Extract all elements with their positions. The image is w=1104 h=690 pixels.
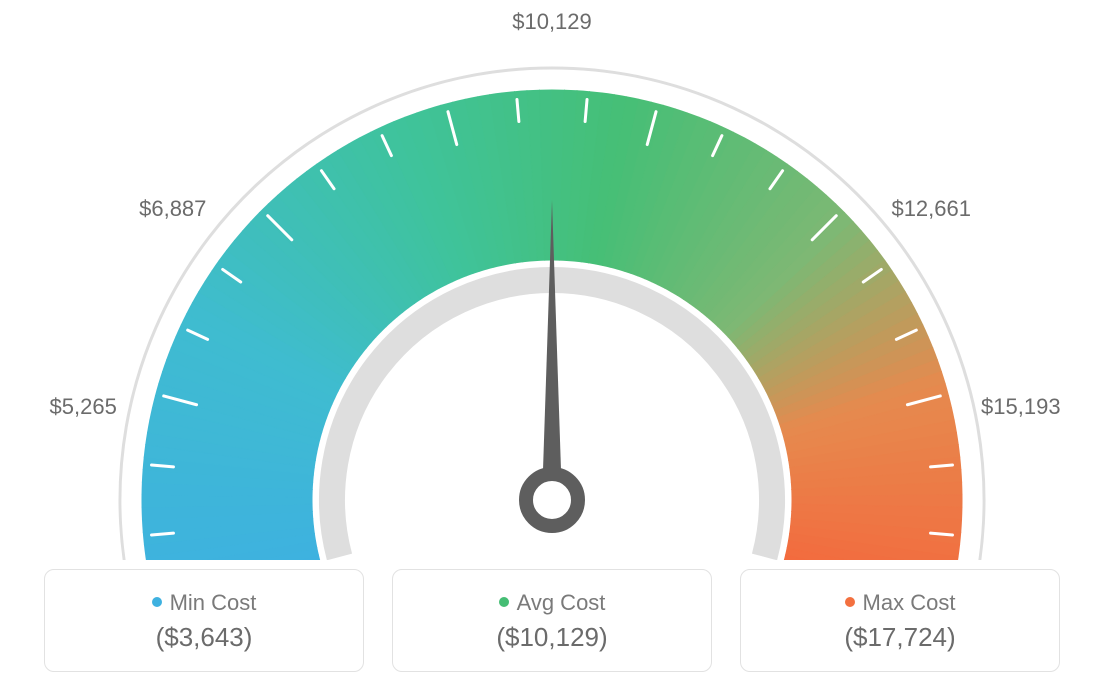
min-cost-value: ($3,643): [55, 622, 353, 653]
gauge-scale-label: $6,887: [139, 196, 206, 222]
gauge-scale-label: $12,661: [891, 196, 971, 222]
max-cost-title: Max Cost: [751, 590, 1049, 616]
min-cost-title-text: Min Cost: [170, 590, 257, 615]
min-cost-card: Min Cost ($3,643): [44, 569, 364, 672]
min-cost-dot: [152, 597, 162, 607]
avg-cost-title-text: Avg Cost: [517, 590, 606, 615]
gauge-chart: $3,643$5,265$6,887$10,129$12,661$15,193$…: [0, 0, 1104, 560]
max-cost-value: ($17,724): [751, 622, 1049, 653]
avg-cost-card: Avg Cost ($10,129): [392, 569, 712, 672]
avg-cost-value: ($10,129): [403, 622, 701, 653]
gauge-scale-label: $10,129: [512, 9, 592, 35]
gauge-svg: [0, 0, 1104, 560]
min-cost-title: Min Cost: [55, 590, 353, 616]
gauge-scale-label: $15,193: [981, 394, 1061, 420]
max-cost-dot: [845, 597, 855, 607]
max-cost-card: Max Cost ($17,724): [740, 569, 1060, 672]
avg-cost-title: Avg Cost: [403, 590, 701, 616]
summary-cards: Min Cost ($3,643) Avg Cost ($10,129) Max…: [0, 569, 1104, 672]
gauge-scale-label: $5,265: [50, 394, 117, 420]
max-cost-title-text: Max Cost: [863, 590, 956, 615]
avg-cost-dot: [499, 597, 509, 607]
